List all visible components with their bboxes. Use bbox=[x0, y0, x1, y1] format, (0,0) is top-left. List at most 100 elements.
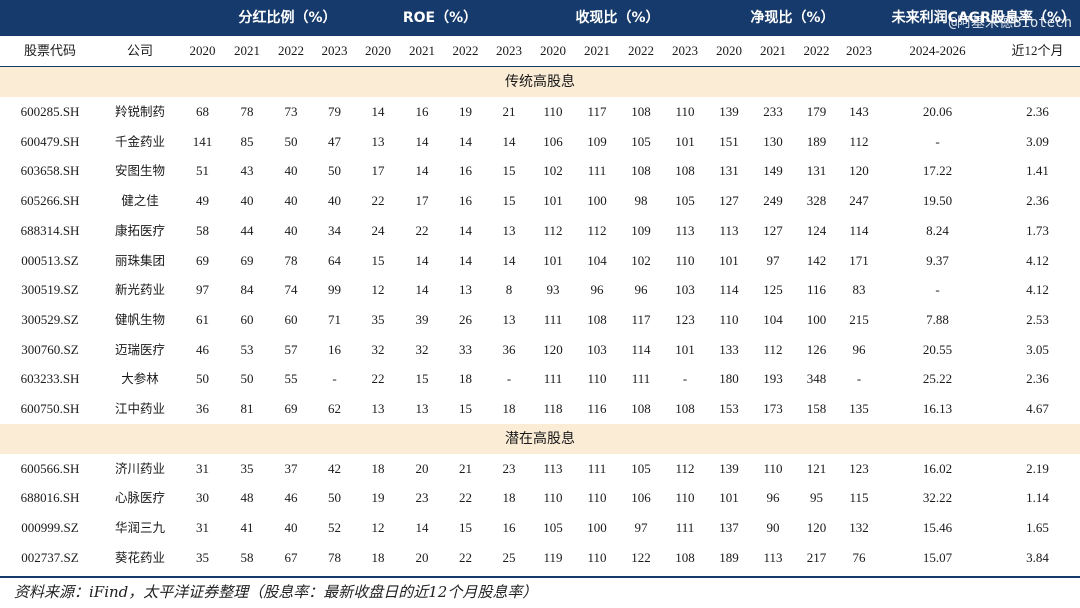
table-row: 300519.SZ 新光药业 97 84 74 99 12 14 13 8 93 96 96 103 114… bbox=[0, 275, 1080, 305]
table-row: 600285.SH 羚锐制药 68 78 73 79 14 16 19 21 110 117 108 11… bbox=[0, 97, 1080, 127]
value-cell: 95 bbox=[810, 490, 823, 506]
value-cell: 1.14 bbox=[1026, 490, 1049, 506]
value-cell: - bbox=[935, 133, 940, 149]
column-header: 2022 bbox=[278, 43, 304, 58]
value-cell: 20 bbox=[415, 460, 429, 476]
value-cell: 100 bbox=[587, 193, 607, 209]
value-cell: 102 bbox=[543, 163, 563, 179]
value-cell: 40 bbox=[284, 222, 298, 238]
value-cell: 49 bbox=[196, 193, 209, 209]
column-header-row: 股票代码 公司 2020 2021 2022 2023 2020 2021 2022 2023 20… bbox=[0, 36, 1080, 67]
company-cell: 江中药业 bbox=[114, 401, 165, 416]
value-cell: 110 bbox=[587, 371, 607, 387]
value-cell: 149 bbox=[763, 163, 783, 179]
value-cell: 122 bbox=[631, 549, 651, 565]
value-cell: 43 bbox=[240, 163, 254, 179]
value-cell: 37 bbox=[284, 460, 298, 476]
value-cell: 50 bbox=[284, 133, 298, 149]
value-cell: 85 bbox=[240, 133, 254, 149]
value-cell: 18 bbox=[371, 549, 385, 565]
value-cell: 14 bbox=[415, 133, 429, 149]
value-cell: 233 bbox=[763, 104, 783, 119]
value-cell: 58 bbox=[240, 549, 254, 565]
value-cell: 64 bbox=[328, 252, 341, 268]
value-cell: 120 bbox=[543, 341, 563, 357]
value-cell: 3.09 bbox=[1026, 133, 1049, 149]
company-cell: 千金药业 bbox=[114, 133, 165, 149]
value-cell: 17 bbox=[415, 193, 429, 209]
value-cell: 58 bbox=[196, 222, 209, 238]
value-cell: 9.37 bbox=[926, 252, 949, 268]
value-cell: 99 bbox=[328, 282, 341, 298]
value-cell: 120 bbox=[849, 163, 869, 179]
value-cell: 173 bbox=[763, 401, 783, 416]
value-cell: 110 bbox=[719, 311, 739, 327]
value-cell: 13 bbox=[371, 133, 385, 149]
value-cell: 125 bbox=[763, 282, 783, 298]
value-cell: 14 bbox=[502, 252, 516, 268]
table-row: 603233.SH 大参林 50 50 55 - 22 15 18 - 111 110 111 - 180 1… bbox=[0, 364, 1080, 394]
value-cell: 116 bbox=[587, 401, 607, 416]
value-cell: 96 bbox=[634, 282, 648, 298]
table-row: 002737.SZ 葵花药业 35 58 67 78 18 20 22 25 119 110 122 10… bbox=[0, 543, 1080, 573]
value-cell: 40 bbox=[328, 193, 341, 209]
value-cell: 110 bbox=[587, 490, 607, 506]
value-cell: 127 bbox=[763, 222, 783, 238]
value-cell: 36 bbox=[502, 341, 516, 357]
table-row: 688016.SH 心脉医疗 30 48 46 50 19 23 22 18 110 110 106 11… bbox=[0, 483, 1080, 513]
value-cell: 23 bbox=[502, 460, 516, 476]
value-cell: - bbox=[856, 371, 862, 387]
value-cell: 98 bbox=[634, 193, 648, 209]
stock-code-cell: 600285.SH bbox=[20, 104, 80, 119]
value-cell: 117 bbox=[631, 311, 651, 327]
value-cell: 4.12 bbox=[1026, 282, 1049, 298]
value-cell: 16.02 bbox=[922, 460, 953, 476]
value-cell: 108 bbox=[675, 401, 695, 416]
value-cell: 180 bbox=[719, 371, 739, 387]
column-header: 2023 bbox=[846, 43, 872, 58]
company-cell: 羚锐制药 bbox=[114, 104, 165, 119]
value-cell: 123 bbox=[849, 460, 869, 476]
value-cell: 96 bbox=[852, 341, 866, 357]
value-cell: 35 bbox=[240, 460, 254, 476]
value-cell: 50 bbox=[240, 371, 254, 387]
value-cell: 103 bbox=[587, 341, 607, 357]
value-cell: 16 bbox=[328, 341, 341, 357]
column-header: 2020 bbox=[365, 43, 391, 58]
value-cell: 247 bbox=[849, 193, 869, 209]
value-cell: 14 bbox=[415, 252, 429, 268]
value-cell: 112 bbox=[587, 222, 607, 238]
company-cell: 心脉医疗 bbox=[114, 490, 165, 506]
value-cell: 34 bbox=[328, 222, 341, 238]
value-cell: 189 bbox=[719, 549, 739, 565]
value-cell: 60 bbox=[284, 311, 298, 327]
value-cell: 123 bbox=[675, 311, 695, 327]
value-cell: 131 bbox=[719, 163, 739, 179]
value-cell: 13 bbox=[371, 401, 385, 416]
value-cell: 15.46 bbox=[922, 520, 953, 536]
column-header: 2021 bbox=[760, 43, 786, 58]
column-header: 2023 bbox=[321, 43, 348, 58]
value-cell: 76 bbox=[852, 549, 866, 565]
company-cell: 安图生物 bbox=[114, 163, 165, 179]
value-cell: 110 bbox=[763, 460, 783, 476]
value-cell: 189 bbox=[806, 133, 827, 149]
value-cell: 20 bbox=[415, 549, 429, 565]
value-cell: 109 bbox=[631, 222, 651, 238]
value-cell: 74 bbox=[284, 282, 298, 298]
value-cell: 110 bbox=[675, 104, 695, 119]
table-row: 600479.SH 千金药业 141 85 50 47 13 14 14 14 106 109 105 1… bbox=[0, 127, 1080, 157]
value-cell: 84 bbox=[240, 282, 254, 298]
value-cell: 71 bbox=[328, 311, 341, 327]
value-cell: 2.36 bbox=[1026, 371, 1049, 387]
stock-code-cell: 300519.SZ bbox=[21, 282, 79, 298]
value-cell: 40 bbox=[284, 193, 298, 209]
value-cell: 328 bbox=[806, 193, 827, 209]
value-cell: 40 bbox=[240, 193, 254, 209]
value-cell: 106 bbox=[631, 490, 651, 506]
value-cell: 50 bbox=[328, 163, 341, 179]
column-header: 2020 bbox=[540, 43, 566, 58]
group-header-payout: 分红比例（%） bbox=[238, 10, 337, 26]
value-cell: 18 bbox=[502, 490, 516, 506]
value-cell: 52 bbox=[328, 520, 341, 536]
